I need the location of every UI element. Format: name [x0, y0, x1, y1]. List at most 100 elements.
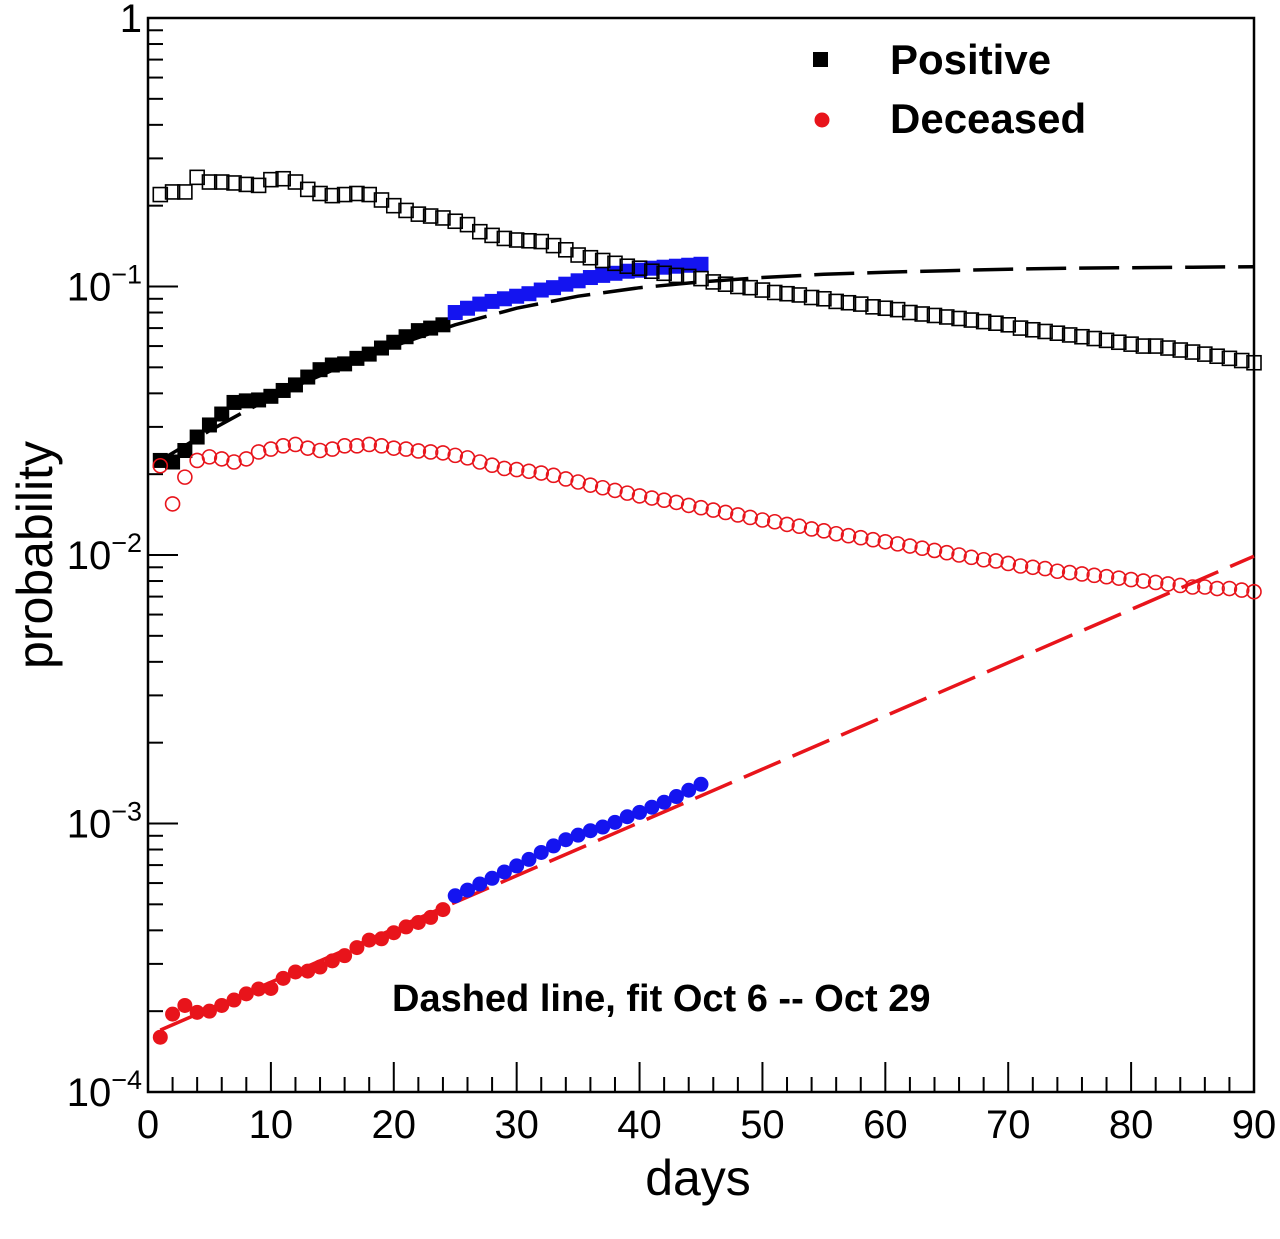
series-4-point	[472, 876, 488, 892]
x-tick-label: 90	[1232, 1103, 1277, 1147]
series-5-point	[594, 479, 611, 496]
series-5-point	[742, 509, 758, 526]
series-5-point	[668, 494, 685, 511]
series-5-point	[1246, 583, 1262, 600]
series-5-point	[680, 497, 697, 514]
series-2-point	[754, 282, 771, 298]
series-5-point	[373, 438, 390, 454]
series-0-point	[435, 317, 451, 333]
series-0-point	[275, 382, 291, 398]
series-2-point	[349, 185, 365, 202]
series-2-point	[177, 184, 193, 200]
series-2-point	[705, 274, 722, 290]
series-1-point	[582, 270, 598, 286]
series-0-point	[201, 417, 217, 433]
series-5-point	[926, 542, 943, 559]
plot-frame	[146, 16, 1256, 1094]
series-5-point	[275, 438, 291, 454]
series-2-point	[1123, 336, 1139, 352]
series-2-point	[1233, 352, 1250, 369]
series-5-point	[816, 523, 832, 539]
x-tick-label: 70	[986, 1103, 1031, 1147]
series-5-point	[385, 440, 402, 456]
series-2-point	[1000, 317, 1017, 333]
series-5-point	[717, 504, 734, 521]
series-0-point	[300, 369, 316, 385]
series-5-point	[471, 454, 488, 470]
x-tick-label: 80	[1109, 1103, 1154, 1147]
series-2-point	[766, 284, 783, 301]
y-tick-label: 1	[120, 0, 142, 41]
series-4-point	[496, 864, 512, 880]
series-5-point	[1086, 567, 1103, 584]
series-5-point	[1049, 563, 1066, 580]
series-2-point	[975, 313, 992, 330]
series-5-point	[779, 516, 795, 533]
series-0-point	[263, 388, 279, 404]
x-tick-label: 50	[740, 1103, 785, 1147]
series-5-point	[1147, 574, 1164, 591]
series-5-point	[226, 454, 242, 470]
axis-ticks	[147, 17, 1255, 1093]
series-2-point	[1012, 320, 1029, 336]
series-2-point	[1209, 348, 1225, 365]
series-2-point	[607, 255, 623, 272]
series-2-point	[656, 265, 672, 282]
series-3-point	[398, 919, 414, 935]
series-3-point	[423, 909, 439, 925]
series-2-point	[250, 177, 267, 194]
series-2-point	[803, 289, 820, 306]
series-2-point	[496, 230, 513, 247]
series-1-point	[656, 259, 672, 275]
series-3-point	[226, 992, 242, 1008]
series-2-point	[840, 294, 857, 311]
series-5-point	[1061, 564, 1078, 581]
series-3-point	[287, 964, 303, 980]
series-3-point	[386, 925, 402, 941]
series-0-point	[324, 357, 340, 373]
series-2-point	[263, 171, 279, 188]
series-0-point	[214, 406, 230, 422]
series-5-point	[840, 527, 857, 544]
series-5-point	[570, 474, 586, 490]
series-5-point	[1184, 579, 1201, 595]
series-5-point	[1197, 579, 1213, 595]
series-2-point	[1111, 334, 1127, 351]
series-3-point	[275, 970, 291, 986]
series-5-point	[656, 492, 672, 508]
y-tick-label: 10−3	[67, 797, 142, 847]
series-3-point	[189, 1004, 205, 1020]
series-1-point	[472, 296, 488, 312]
series-2-point	[226, 175, 242, 191]
series-2-point	[668, 267, 685, 284]
series-2-point	[742, 279, 758, 296]
series-2-point	[877, 300, 894, 317]
series-0-point	[423, 320, 439, 336]
series-2-point	[582, 249, 599, 266]
series-2-point	[533, 233, 550, 250]
series-5-point	[336, 438, 353, 454]
series-5-point	[521, 463, 537, 480]
series-2-point	[471, 223, 488, 240]
series-2-point	[570, 247, 586, 263]
series-5-point	[1233, 582, 1250, 598]
series-5-point	[1209, 580, 1225, 597]
series-2-point	[422, 208, 439, 224]
series-2-point	[1061, 327, 1078, 343]
series-2-point	[914, 306, 931, 322]
series-5-point	[803, 521, 820, 537]
series-2-point	[594, 252, 611, 269]
series-2-point	[1172, 342, 1189, 358]
series-1-point	[693, 256, 709, 272]
series-5-point	[299, 440, 316, 456]
y-tick-label: 10−2	[67, 528, 142, 578]
series-5-point	[349, 438, 365, 454]
series-5-point	[766, 513, 783, 530]
series-2-point	[361, 186, 378, 203]
series-2-point	[435, 210, 451, 226]
series-2-point	[619, 258, 636, 275]
series-2-point	[1049, 325, 1066, 341]
series-2-point	[680, 268, 697, 285]
series-3-point	[361, 932, 377, 948]
series-5-point	[1111, 570, 1127, 586]
